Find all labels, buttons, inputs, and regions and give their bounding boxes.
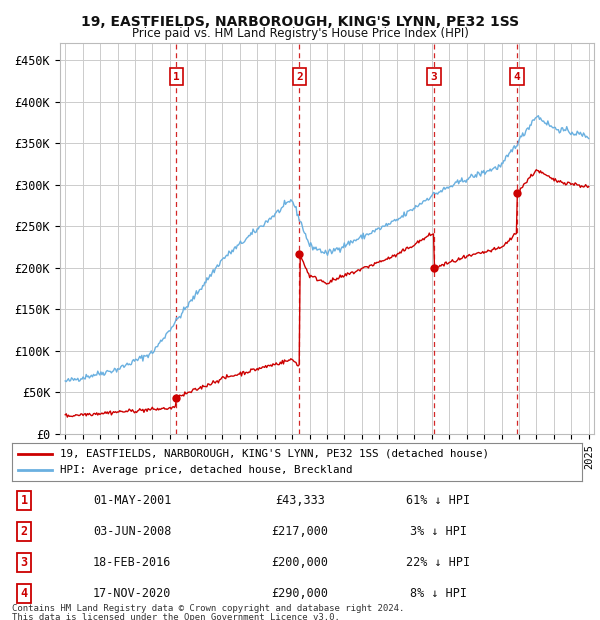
Text: 61% ↓ HPI: 61% ↓ HPI (406, 494, 470, 507)
Text: £200,000: £200,000 (271, 556, 329, 569)
Text: 03-JUN-2008: 03-JUN-2008 (93, 525, 171, 538)
Text: £217,000: £217,000 (271, 525, 329, 538)
Text: HPI: Average price, detached house, Breckland: HPI: Average price, detached house, Brec… (61, 465, 353, 475)
Text: £43,333: £43,333 (275, 494, 325, 507)
Text: 8% ↓ HPI: 8% ↓ HPI (409, 587, 467, 600)
Text: 4: 4 (514, 72, 520, 82)
Text: 17-NOV-2020: 17-NOV-2020 (93, 587, 171, 600)
Text: 22% ↓ HPI: 22% ↓ HPI (406, 556, 470, 569)
Text: 18-FEB-2016: 18-FEB-2016 (93, 556, 171, 569)
Text: 3: 3 (431, 72, 437, 82)
Text: £290,000: £290,000 (271, 587, 329, 600)
Text: 4: 4 (20, 587, 28, 600)
Text: 19, EASTFIELDS, NARBOROUGH, KING'S LYNN, PE32 1SS: 19, EASTFIELDS, NARBOROUGH, KING'S LYNN,… (81, 16, 519, 30)
Text: 2: 2 (20, 525, 28, 538)
Text: 19, EASTFIELDS, NARBOROUGH, KING'S LYNN, PE32 1SS (detached house): 19, EASTFIELDS, NARBOROUGH, KING'S LYNN,… (61, 449, 490, 459)
Text: 1: 1 (173, 72, 180, 82)
Text: This data is licensed under the Open Government Licence v3.0.: This data is licensed under the Open Gov… (12, 613, 340, 620)
Text: Price paid vs. HM Land Registry's House Price Index (HPI): Price paid vs. HM Land Registry's House … (131, 27, 469, 40)
Text: 2: 2 (296, 72, 303, 82)
Text: 1: 1 (20, 494, 28, 507)
Text: 01-MAY-2001: 01-MAY-2001 (93, 494, 171, 507)
Text: 3% ↓ HPI: 3% ↓ HPI (409, 525, 467, 538)
Text: 3: 3 (20, 556, 28, 569)
Text: Contains HM Land Registry data © Crown copyright and database right 2024.: Contains HM Land Registry data © Crown c… (12, 604, 404, 613)
